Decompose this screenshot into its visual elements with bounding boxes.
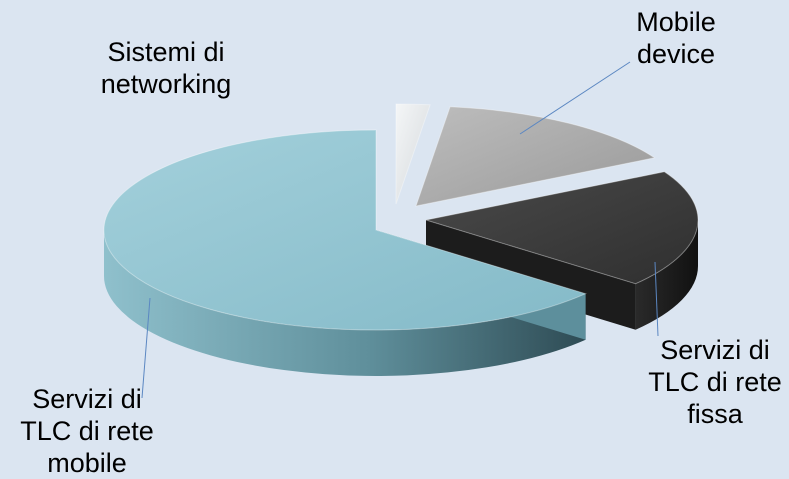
slice-label-line: TLC di rete (20, 416, 154, 446)
slice-top-0 (103, 129, 588, 331)
slice-top-2 (415, 106, 656, 207)
slice-label-networking: Sistemi di networking (86, 36, 246, 100)
slice-label-line: fissa (687, 399, 743, 429)
slice-label-mobile-network: Servizi di TLC di rete mobile (2, 383, 172, 479)
leader-line-fixed-network (654, 261, 659, 337)
slice-side-0 (104, 230, 586, 376)
slice-label-line: Sistemi di (107, 37, 225, 67)
slice-label-line: TLC di rete (648, 367, 782, 397)
slice-label-line: Servizi di (32, 384, 142, 414)
slice-label-line: device (636, 39, 716, 69)
slice-label-line: Servizi di (660, 335, 770, 365)
slice-top-1 (395, 103, 431, 205)
slice-label-line: Mobile (636, 7, 716, 37)
slice-top-3 (425, 171, 699, 285)
leader-line-mobile-device (519, 61, 631, 135)
slice-label-mobile-device: Mobile device (616, 6, 736, 70)
slice-label-fixed-network: Servizi di TLC di rete fissa (640, 334, 789, 430)
slice-side-3 (635, 220, 698, 330)
leader-line-mobile-network (141, 297, 151, 399)
slice-label-line: mobile (47, 448, 127, 478)
slice-label-line: networking (100, 69, 232, 99)
